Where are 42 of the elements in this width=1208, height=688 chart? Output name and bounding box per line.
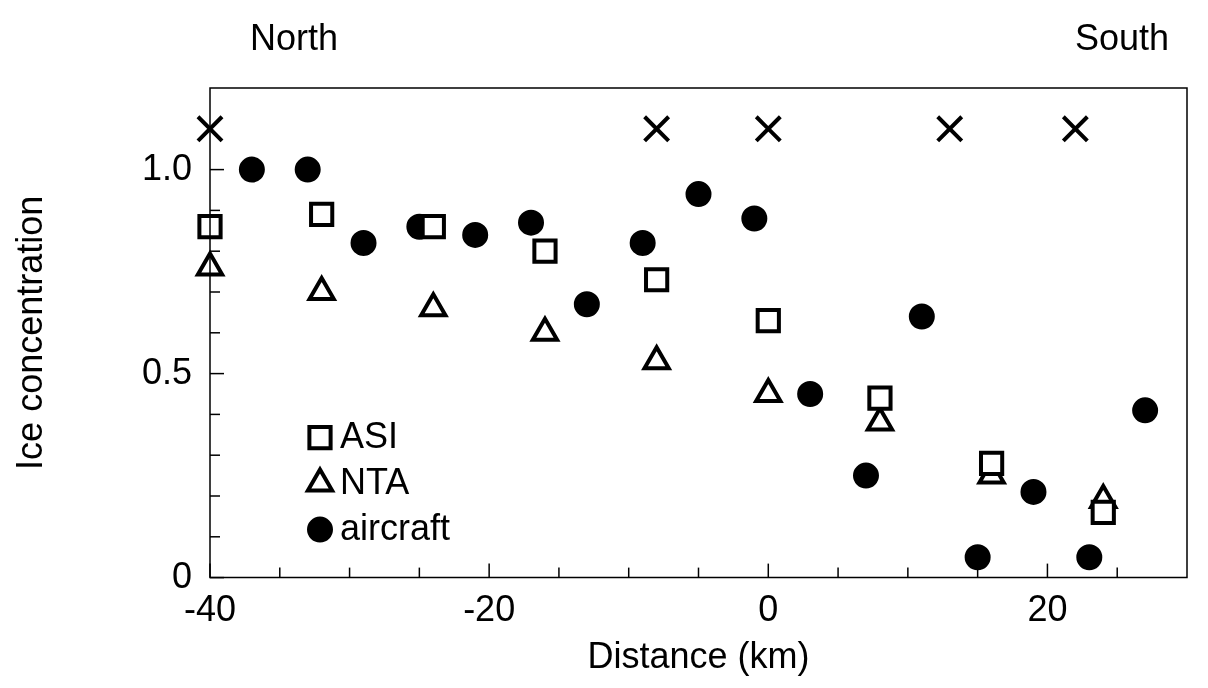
point bbox=[755, 307, 781, 334]
y-tick-label: 0.5 bbox=[141, 350, 192, 392]
point bbox=[852, 462, 879, 489]
point bbox=[741, 205, 768, 232]
point bbox=[978, 450, 1005, 476]
point bbox=[197, 214, 223, 240]
point bbox=[350, 230, 377, 257]
point bbox=[309, 201, 335, 228]
point bbox=[462, 221, 489, 248]
point bbox=[908, 303, 935, 330]
point bbox=[1076, 544, 1103, 571]
point bbox=[642, 114, 671, 143]
point bbox=[294, 156, 321, 183]
point bbox=[797, 381, 824, 407]
point bbox=[532, 238, 558, 264]
legend-label: aircraft bbox=[340, 506, 451, 548]
point bbox=[964, 544, 991, 571]
point bbox=[685, 181, 712, 208]
x-axis-title: Distance (km) bbox=[587, 635, 810, 677]
x-tick-label: 0 bbox=[758, 588, 779, 630]
point bbox=[1132, 397, 1159, 424]
x-tick-label: -20 bbox=[463, 588, 516, 630]
point bbox=[935, 114, 964, 143]
text: South bbox=[1074, 16, 1169, 58]
point bbox=[238, 156, 265, 183]
y-axis-title: Ice concentration bbox=[8, 195, 50, 470]
point bbox=[573, 291, 600, 318]
point bbox=[195, 114, 225, 143]
point bbox=[518, 209, 545, 236]
point bbox=[1020, 478, 1047, 505]
point bbox=[867, 385, 893, 411]
point bbox=[754, 114, 783, 143]
point bbox=[644, 267, 670, 293]
x-tick-label: 20 bbox=[1027, 588, 1068, 630]
point bbox=[629, 230, 656, 257]
text: North bbox=[250, 16, 339, 58]
legend-label: ASI bbox=[340, 414, 399, 456]
point bbox=[1061, 114, 1090, 143]
point bbox=[420, 214, 446, 240]
point bbox=[1090, 499, 1116, 525]
legend-label: NTA bbox=[340, 460, 410, 502]
y-tick-label: 1.0 bbox=[141, 146, 192, 188]
